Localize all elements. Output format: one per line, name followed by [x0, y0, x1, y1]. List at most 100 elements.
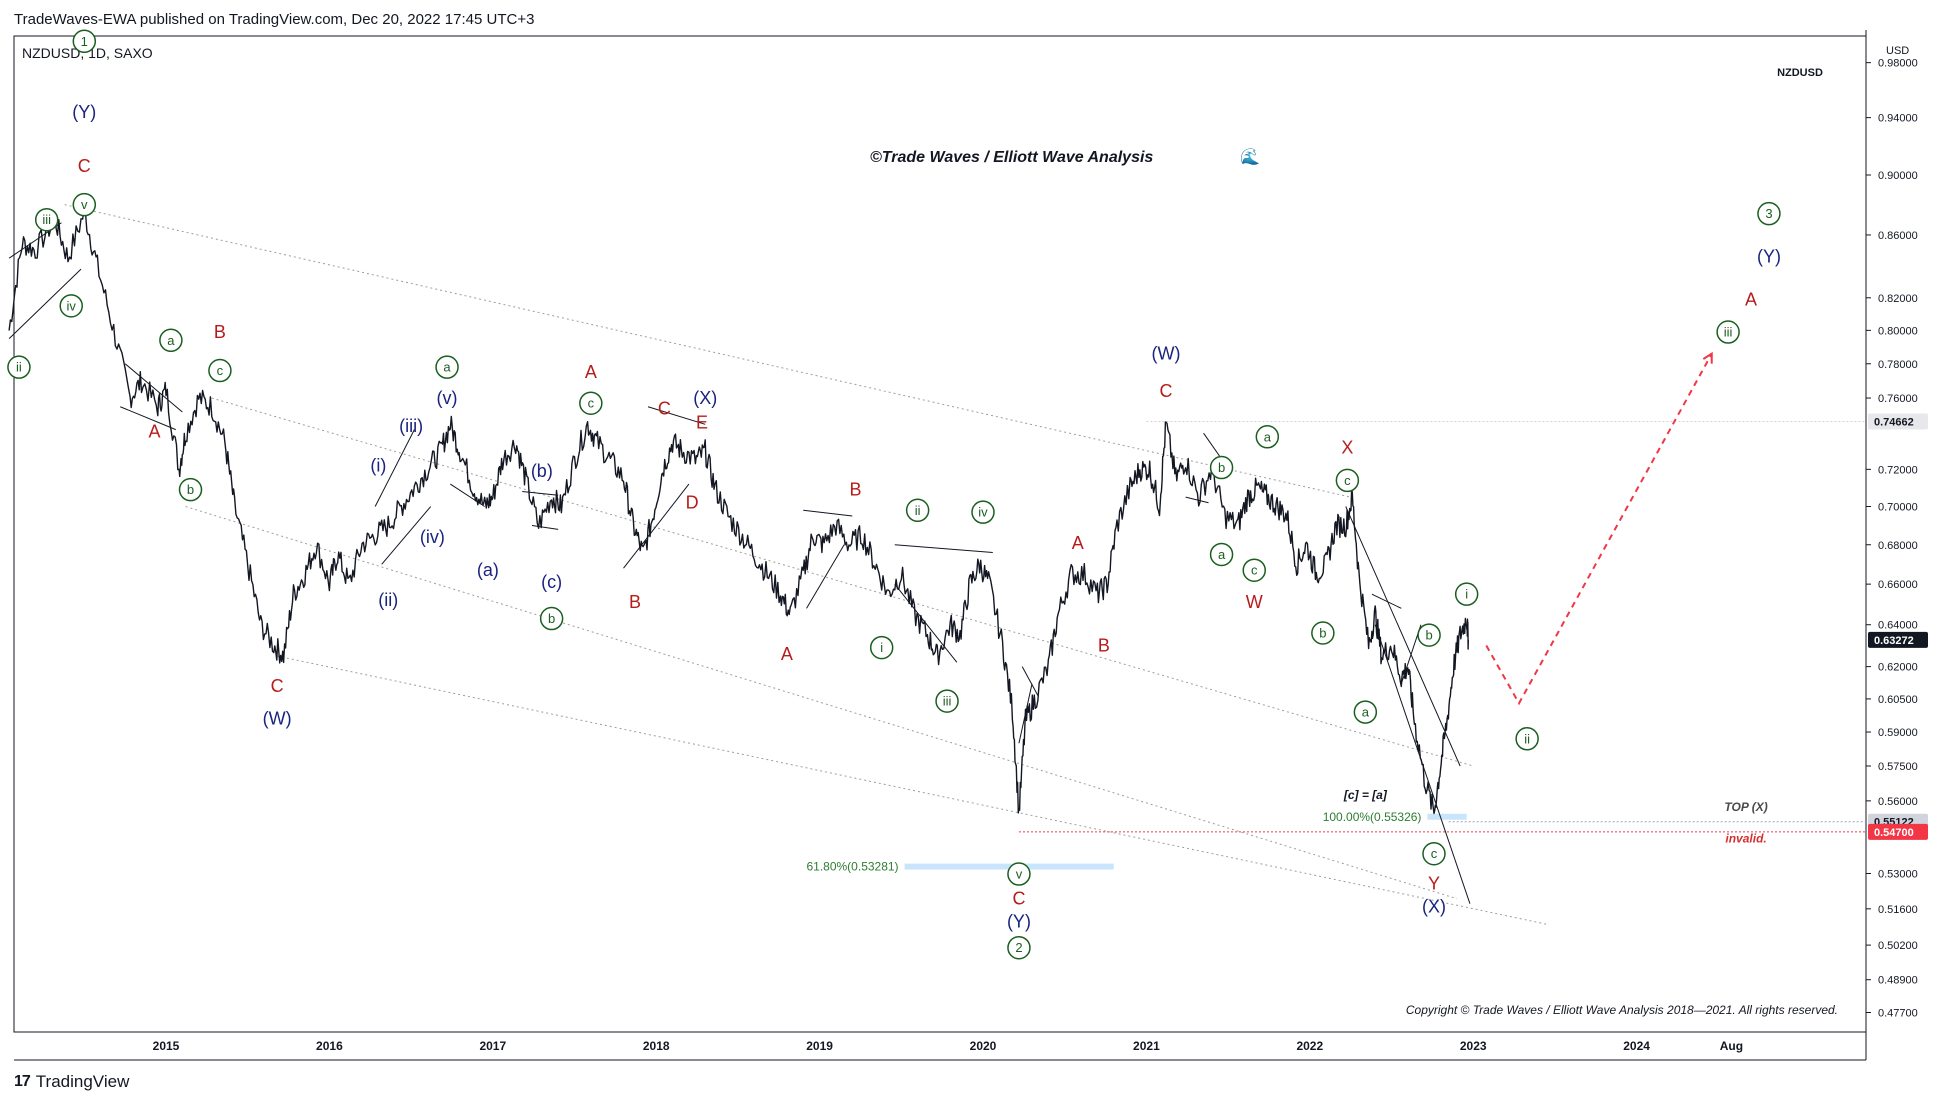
structure-trend-line: [531, 524, 559, 530]
wave-label: (ii): [378, 590, 398, 610]
structure-trend-line: [1021, 666, 1039, 697]
wave-label: ii: [1524, 731, 1530, 746]
x-tick-label: 2018: [643, 1039, 670, 1053]
price-series-line: [8, 205, 1469, 815]
wave-label-circle: [971, 500, 995, 524]
y-tick-label: 0.98000: [1878, 58, 1918, 70]
wave-label: c: [217, 363, 224, 378]
copyright-note: Copyright © Trade Waves / Elliott Wave A…: [1406, 1003, 1838, 1017]
wave-label-circle: [1353, 700, 1378, 724]
price-tag-label: 0.74662: [1874, 416, 1914, 428]
footer-brand[interactable]: TradingView: [35, 1072, 130, 1091]
wave-label: c: [1431, 846, 1438, 861]
wave-label-circle: [1255, 425, 1280, 449]
symbol-label: NZDUSD, 1D, SAXO: [22, 45, 153, 61]
wave-label: i: [1465, 587, 1468, 602]
wave-label: iv: [978, 505, 988, 520]
projection-arrow-icon: [1702, 351, 1713, 364]
wave-label-circle: [159, 328, 183, 353]
x-tick-label: Aug: [1720, 1039, 1743, 1053]
wave-label-circle: [1007, 862, 1031, 886]
footer: 17 TradingView: [14, 1072, 129, 1092]
plot-frame: [13, 35, 1867, 1033]
wave-label: 3: [1765, 206, 1772, 221]
wave-label: a: [1362, 705, 1370, 720]
wave-label: C: [1160, 381, 1173, 401]
tradingview-logo-icon[interactable]: 17: [14, 1073, 31, 1090]
wave-label: C: [271, 676, 284, 696]
price-tag: [1868, 413, 1928, 430]
wave-label: b: [1425, 628, 1432, 643]
structure-trend-line: [120, 406, 176, 431]
y-tick-label: 0.56000: [1878, 796, 1918, 808]
chart-note: [c] = [a]: [1343, 788, 1388, 802]
wave-label-circle: [1757, 201, 1781, 226]
wave-label: C: [1012, 889, 1025, 909]
wave-label: A: [149, 421, 161, 441]
wave-label: (Y): [1007, 912, 1031, 932]
wave-label-circle: [1716, 320, 1740, 344]
y-tick-label: 0.60500: [1878, 694, 1918, 706]
wave-label: ii: [16, 360, 22, 375]
wave-icon: 🌊: [1240, 147, 1260, 166]
structure-trend-line: [381, 506, 432, 565]
brand-label: ©Trade Waves / Elliott Wave Analysis: [870, 149, 1153, 166]
y-tick-label: 0.53000: [1878, 869, 1918, 881]
wave-label: (c): [541, 572, 562, 592]
price-tag: [1868, 631, 1928, 648]
wave-label: c: [588, 396, 595, 411]
wave-label-circle: [1335, 468, 1360, 493]
y-tick-label: 0.66000: [1878, 579, 1918, 591]
structure-trend-line: [894, 544, 993, 554]
structure-trend-line: [806, 544, 845, 609]
wave-label: D: [686, 493, 699, 513]
wave-label-circle: [1311, 621, 1335, 645]
wave-label: E: [696, 413, 708, 433]
structure-trend-line: [623, 483, 690, 569]
wave-label: (Y): [1757, 247, 1781, 267]
y-tick-label: 0.80000: [1878, 325, 1918, 337]
price-tag-label: 0.63272: [1874, 635, 1914, 647]
x-tick-label: 2016: [316, 1039, 343, 1053]
y-tick-label: 0.57500: [1878, 761, 1918, 773]
wave-label: C: [78, 156, 91, 176]
y-tick-label: 0.86000: [1878, 230, 1918, 242]
channel-line: [211, 397, 1474, 767]
wave-label: B: [1098, 636, 1110, 656]
wave-label: B: [629, 592, 641, 612]
wave-label: c: [1251, 563, 1258, 578]
wave-label-circle: [1007, 935, 1031, 960]
channel-line: [277, 655, 1547, 925]
chart-note: TOP (X): [1724, 800, 1767, 814]
fib-zone: [904, 863, 1114, 870]
wave-label: (b): [531, 461, 553, 481]
wave-label: (Y): [72, 102, 96, 122]
structure-trend-line: [803, 509, 853, 517]
wave-label-circle: [1454, 582, 1479, 606]
channel-line: [185, 506, 1458, 900]
wave-label: (a): [477, 560, 499, 580]
y-tick-label: 0.94000: [1878, 113, 1918, 125]
y-tick-label: 0.78000: [1878, 359, 1918, 371]
structure-trend-line: [450, 483, 485, 507]
wave-label: v: [1016, 867, 1023, 882]
y-tick-label: 0.62000: [1878, 662, 1918, 674]
wave-label: b: [1218, 460, 1225, 475]
wave-label-circle: [34, 207, 59, 232]
x-tick-label: 2017: [479, 1039, 506, 1053]
wave-label: (v): [437, 388, 458, 408]
structure-trend-line: [1018, 683, 1033, 744]
wave-label: (X): [1422, 896, 1446, 916]
wave-label: Y: [1428, 874, 1440, 894]
wave-label: A: [585, 362, 597, 382]
wave-label-circle: [539, 606, 564, 631]
wave-label-circle: [7, 355, 31, 379]
wave-label: (iv): [420, 527, 445, 547]
y-tick-label: 0.82000: [1878, 293, 1918, 305]
wave-label: iii: [943, 694, 952, 709]
structure-trend-line: [894, 583, 958, 663]
wave-label-circle: [579, 391, 603, 415]
wave-label-circle: [1422, 841, 1446, 866]
fib-label: 100.00%(0.55326): [1323, 810, 1422, 824]
